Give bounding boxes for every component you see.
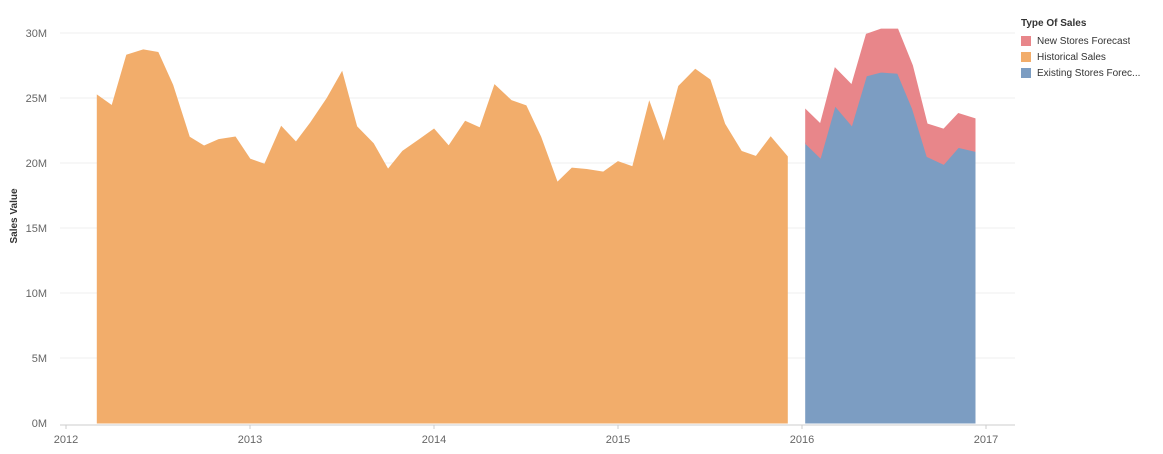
area-new-stores-forecast bbox=[805, 28, 976, 165]
legend-swatch bbox=[1021, 68, 1031, 78]
y-tick-label: 0M bbox=[32, 418, 47, 430]
legend-item-historical-sales[interactable]: Historical Sales bbox=[1021, 49, 1161, 65]
y-tick-label: 15M bbox=[26, 223, 47, 235]
area-historical-sales bbox=[96, 49, 788, 424]
x-tick-label: 2017 bbox=[974, 434, 998, 446]
x-tick-label: 2014 bbox=[422, 434, 446, 446]
x-tick-label: 2016 bbox=[790, 434, 814, 446]
y-tick-label: 10M bbox=[26, 288, 47, 300]
y-tick-label: 25M bbox=[26, 93, 47, 105]
legend-label: Existing Stores Forec... bbox=[1037, 67, 1141, 79]
y-tick-label: 5M bbox=[32, 353, 47, 365]
legend-label: Historical Sales bbox=[1037, 51, 1106, 63]
x-axis-ticks: 2012 2013 2014 2015 2016 2017 bbox=[54, 425, 998, 446]
legend: Type Of Sales New Stores Forecast Histor… bbox=[1021, 18, 1161, 81]
x-tick-label: 2012 bbox=[54, 434, 78, 446]
legend-item-new-stores-forecast[interactable]: New Stores Forecast bbox=[1021, 33, 1161, 49]
x-tick-label: 2013 bbox=[238, 434, 262, 446]
legend-title: Type Of Sales bbox=[1021, 18, 1087, 29]
y-axis-title: Sales Value bbox=[9, 188, 20, 243]
legend-item-existing-stores-forecast[interactable]: Existing Stores Forec... bbox=[1021, 65, 1161, 81]
legend-swatch bbox=[1021, 52, 1031, 62]
x-tick-label: 2015 bbox=[606, 434, 630, 446]
y-tick-label: 30M bbox=[26, 28, 47, 40]
legend-swatch bbox=[1021, 36, 1031, 46]
y-tick-label: 20M bbox=[26, 158, 47, 170]
areas bbox=[96, 28, 976, 424]
y-axis-ticks: 0M 5M 10M 15M 20M 25M 30M bbox=[26, 28, 47, 430]
legend-label: New Stores Forecast bbox=[1037, 35, 1131, 47]
